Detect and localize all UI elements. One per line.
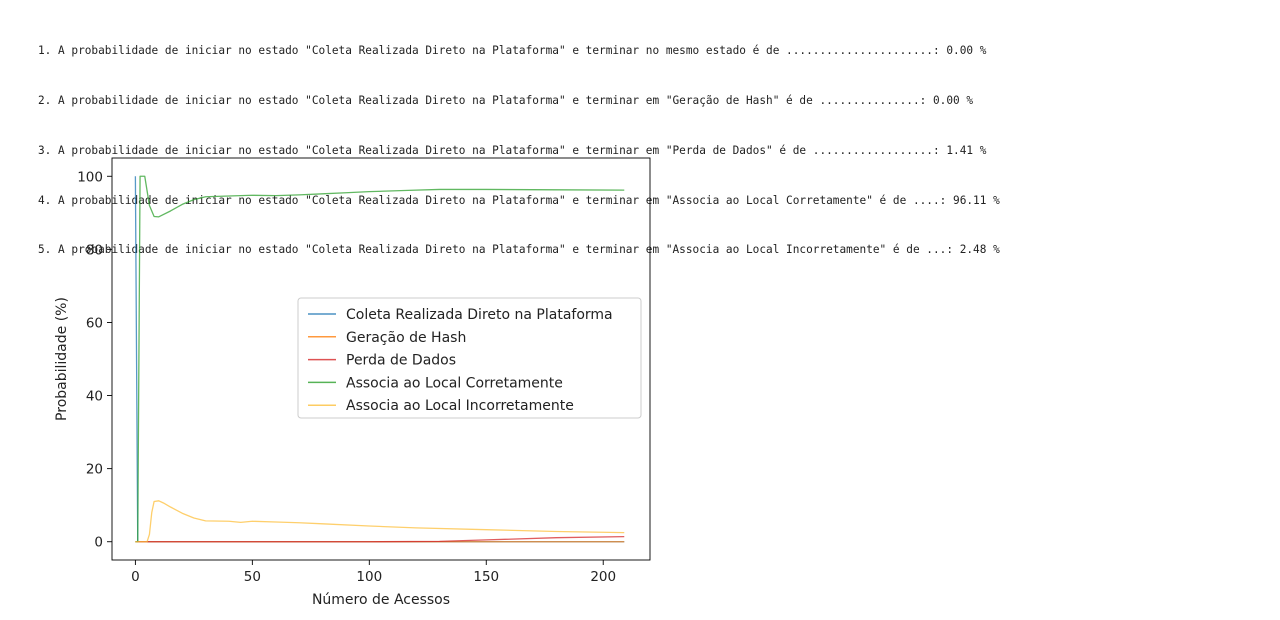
- output-line-4: 4. A probabilidade de iniciar no estado …: [38, 193, 1000, 207]
- legend-box: [297, 297, 642, 419]
- x-tick-label: 0: [131, 569, 140, 585]
- y-axis-label: Probabilidade (%): [54, 297, 70, 421]
- x-tick-label: 200: [590, 569, 616, 585]
- series-line-3: [135, 535, 625, 543]
- x-tick-label: 150: [473, 569, 499, 585]
- y-tick-label: 40: [86, 389, 103, 405]
- legend-label: Geração de Hash: [346, 330, 466, 346]
- series-line-4: [135, 175, 625, 543]
- legend-label: Associa ao Local Corretamente: [346, 375, 563, 391]
- plot-frame: [111, 157, 651, 561]
- line-chart: 0 50 100 150 200 0 20 40 60 80 100 Número de Acesso…: [54, 157, 651, 608]
- legend-label: Perda de Dados: [346, 353, 456, 369]
- legend-label: Coleta Realizada Direto na Plataforma: [346, 307, 613, 323]
- legend-label: Associa ao Local Incorretamente: [346, 398, 574, 414]
- output-text: 1. A probabilidade de iniciar no estado …: [38, 10, 1000, 276]
- output-line-3: 3. A probabilidade de iniciar no estado …: [38, 143, 987, 157]
- x-tick-label: 50: [244, 569, 261, 585]
- output-line-2: 2. A probabilidade de iniciar no estado …: [38, 93, 974, 107]
- y-tick-label: 60: [86, 315, 103, 331]
- y-tick-label: 20: [86, 462, 103, 478]
- output-line-1: 1. A probabilidade de iniciar no estado …: [38, 44, 987, 58]
- y-tick-label: 0: [94, 535, 103, 551]
- output-line-5: 5. A probabilidade de iniciar no estado …: [38, 243, 1000, 257]
- y-tick-label: 100: [77, 169, 103, 185]
- series-line-5: [135, 500, 625, 543]
- x-axis-label: Número de Acessos: [312, 592, 450, 608]
- x-tick-label: 100: [356, 569, 382, 585]
- y-tick-label: 80: [86, 242, 103, 258]
